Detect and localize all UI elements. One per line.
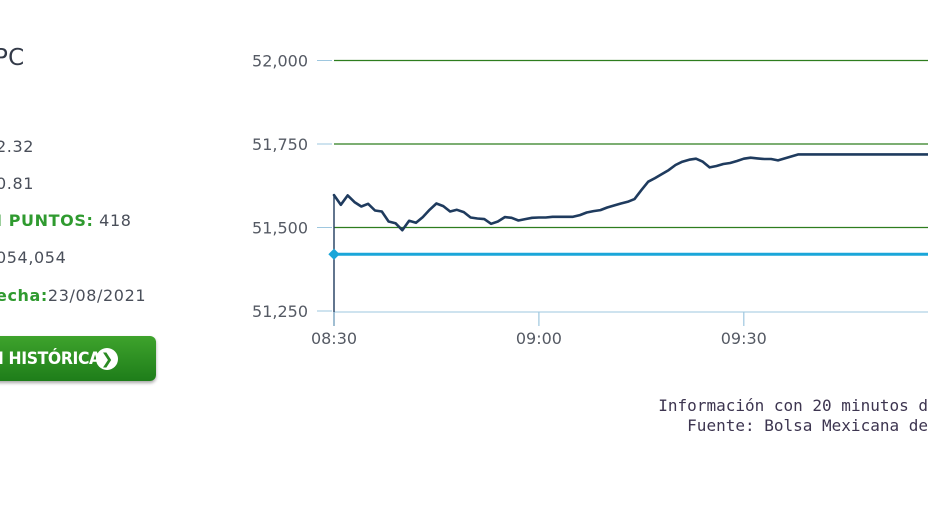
x-tick-label: 09:00 (516, 329, 562, 348)
volume-value: 054,054 (0, 248, 67, 267)
historical-button-label: I HISTÓRICA (0, 348, 101, 369)
stat-value-1: 2.32 (0, 137, 35, 156)
y-tick-label: 51,500 (252, 219, 308, 238)
reference-level (328, 248, 928, 260)
series-line (332, 153, 928, 232)
index-title: PC (0, 45, 25, 71)
y-tick-label: 51,250 (252, 302, 308, 321)
stat-row-points: I PUNTOS: 418 (0, 211, 132, 230)
historical-data-button[interactable]: I HISTÓRICA ❯ (0, 336, 156, 381)
stat-row-1: 2.32 (0, 137, 34, 156)
points-label: I PUNTOS: (0, 211, 94, 230)
stat-row-date: echa:23/08/2021 (0, 286, 146, 305)
y-axis: 51,250 51,500 51,750 52,000 (252, 52, 332, 321)
gridlines (334, 59, 928, 229)
reference-marker (328, 248, 340, 260)
price-series (332, 153, 928, 232)
y-tick-label: 52,000 (252, 52, 308, 71)
date-value: 23/08/2021 (47, 286, 147, 305)
delay-note: Información con 20 minutos d (658, 396, 928, 415)
stat-value-2: 0.81 (0, 174, 35, 193)
stat-row-volume: 054,054 (0, 248, 66, 267)
x-tick-label: 08:30 (311, 329, 357, 348)
source-note: Fuente: Bolsa Mexicana de (687, 416, 928, 435)
points-value: 418 (93, 211, 132, 230)
y-tick-label: 51,750 (252, 135, 308, 154)
x-tick-label: 09:30 (721, 329, 767, 348)
date-label: echa: (0, 286, 48, 305)
stat-row-2: 0.81 (0, 174, 34, 193)
chevron-right-icon: ❯ (96, 348, 118, 370)
